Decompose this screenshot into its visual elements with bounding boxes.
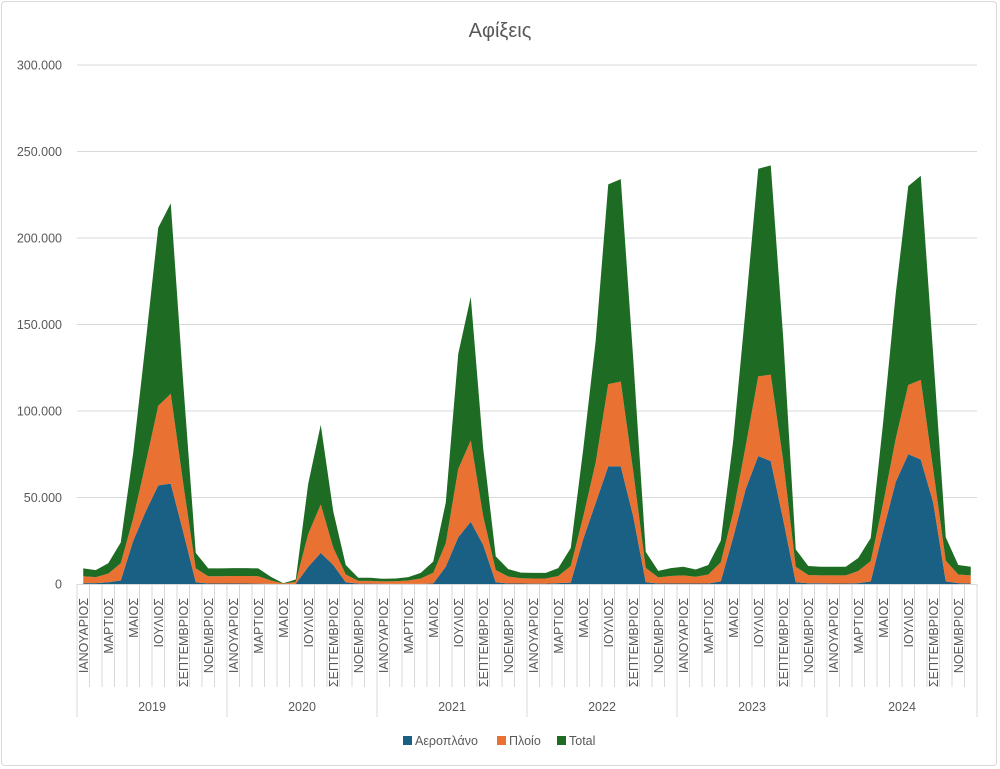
year-label: 2022 <box>588 700 616 714</box>
year-label: 2021 <box>438 700 466 714</box>
legend-swatch <box>403 736 412 745</box>
legend-label: Total <box>569 734 595 748</box>
month-label: ΜΑΙΟΣ <box>577 598 591 638</box>
y-tick-label: 150.000 <box>17 318 62 332</box>
year-label: 2020 <box>288 700 316 714</box>
month-label: ΣΕΠΤΕΜΒΡΙΟΣ <box>627 598 641 687</box>
month-label: ΝΟΕΜΒΡΙΟΣ <box>502 598 516 673</box>
month-label: ΜΑΙΟΣ <box>127 598 141 638</box>
month-label: ΝΟΕΜΒΡΙΟΣ <box>802 598 816 673</box>
month-label: ΙΟΥΛΙΟΣ <box>902 598 916 648</box>
month-label: ΙΑΝΟΥΑΡΙΟΣ <box>77 598 91 673</box>
month-label: ΝΟΕΜΒΡΙΟΣ <box>352 598 366 673</box>
y-tick-label: 300.000 <box>17 59 62 73</box>
month-label: ΙΟΥΛΙΟΣ <box>152 598 166 648</box>
month-label: ΙΑΝΟΥΑΡΙΟΣ <box>227 598 241 673</box>
month-label: ΣΕΠΤΕΜΒΡΙΟΣ <box>327 598 341 687</box>
year-label: 2023 <box>738 700 766 714</box>
legend-swatch <box>557 736 566 745</box>
month-label: ΝΟΕΜΒΡΙΟΣ <box>952 598 966 673</box>
month-label: ΙΟΥΛΙΟΣ <box>452 598 466 648</box>
month-label: ΣΕΠΤΕΜΒΡΙΟΣ <box>477 598 491 687</box>
area-total <box>83 165 971 584</box>
series-areas <box>83 165 971 584</box>
month-label: ΜΑΡΤΙΟΣ <box>702 598 716 654</box>
month-label: ΜΑΡΤΙΟΣ <box>102 598 116 654</box>
month-label: ΜΑΡΤΙΟΣ <box>252 598 266 654</box>
month-label: ΙΟΥΛΙΟΣ <box>752 598 766 648</box>
gridlines <box>77 64 977 498</box>
y-tick-label: 50.000 <box>24 491 62 505</box>
month-label: ΙΑΝΟΥΑΡΙΟΣ <box>827 598 841 673</box>
month-label: ΜΑΡΤΙΟΣ <box>552 598 566 654</box>
y-tick-label: 250.000 <box>17 145 62 159</box>
month-label: ΝΟΕΜΒΡΙΟΣ <box>652 598 666 673</box>
legend: Αεροπλάνο Πλοίο Total <box>403 734 595 748</box>
legend-swatch <box>497 736 506 745</box>
month-label: ΣΕΠΤΕΜΒΡΙΟΣ <box>927 598 941 687</box>
month-label: ΙΟΥΛΙΟΣ <box>302 598 316 648</box>
year-label: 2019 <box>138 700 166 714</box>
month-label: ΜΑΡΤΙΟΣ <box>852 598 866 654</box>
month-label: ΜΑΙΟΣ <box>427 598 441 638</box>
month-label: ΙΟΥΛΙΟΣ <box>602 598 616 648</box>
area-αεροπλάνο <box>83 454 971 584</box>
month-label: ΜΑΙΟΣ <box>877 598 891 638</box>
month-label: ΜΑΙΟΣ <box>277 598 291 638</box>
y-tick-label: 100.000 <box>17 405 62 419</box>
month-label: ΝΟΕΜΒΡΙΟΣ <box>202 598 216 673</box>
y-tick-label: 200.000 <box>17 232 62 246</box>
y-axis-labels: 0 50.000 100.000 150.000 200.000 250.000 300.0… <box>17 59 62 592</box>
month-label: ΜΑΡΤΙΟΣ <box>402 598 416 654</box>
chart-title: Αφίξεις <box>469 20 532 42</box>
y-tick-label: 0 <box>55 578 62 592</box>
month-label: ΙΑΝΟΥΑΡΙΟΣ <box>677 598 691 673</box>
month-label: ΙΑΝΟΥΑΡΙΟΣ <box>527 598 541 673</box>
month-label: ΙΑΝΟΥΑΡΙΟΣ <box>377 598 391 673</box>
legend-label: Πλοίο <box>509 734 541 748</box>
year-label: 2024 <box>888 700 916 714</box>
month-label: ΣΕΠΤΕΜΒΡΙΟΣ <box>777 598 791 687</box>
x-axis: ΙΑΝΟΥΑΡΙΟΣ ΜΑΡΤΙΟΣ ΜΑΙΟΣ ΙΟΥΛΙΟΣ ΣΕΠΤΕΜΒΡΙΟΣ… <box>76 584 978 717</box>
area-πλοίο <box>83 374 971 584</box>
legend-label: Αεροπλάνο <box>415 734 478 748</box>
month-label: ΜΑΙΟΣ <box>727 598 741 638</box>
month-label: ΣΕΠΤΕΜΒΡΙΟΣ <box>177 598 191 687</box>
